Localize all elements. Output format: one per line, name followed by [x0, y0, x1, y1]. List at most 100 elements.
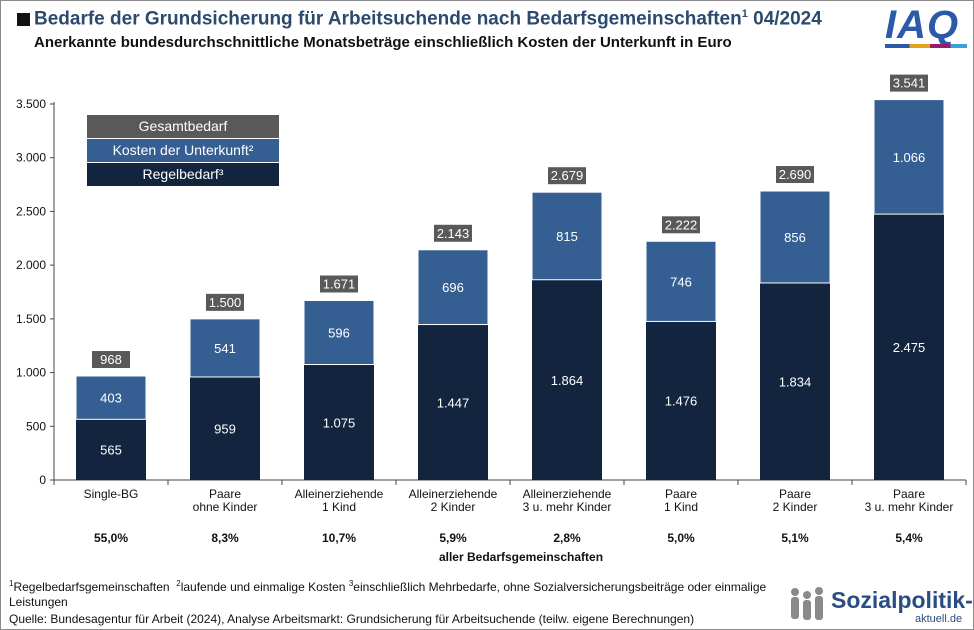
bar-unterkunft	[645, 240, 717, 322]
bar-unterkunft	[873, 99, 945, 215]
total-label-box	[434, 224, 472, 242]
bar-value-label: 596	[328, 326, 350, 341]
bar-regelbedarf	[760, 282, 830, 480]
x-category-label: ohne Kinder	[193, 500, 258, 514]
x-category-label: Paare	[665, 487, 697, 501]
x-category-label: Paare	[893, 487, 925, 501]
share-value: 5,1%	[781, 531, 809, 545]
bar-regelbedarf	[874, 214, 944, 480]
x-category-label: 2 Kinder	[773, 500, 818, 514]
y-tick-label: 3.000	[16, 151, 46, 165]
share-value: 10,7%	[321, 531, 357, 545]
legend-swatch	[87, 115, 279, 138]
y-tick-label: 500	[26, 419, 46, 433]
total-value-label: 968	[100, 352, 122, 367]
total-label-box	[662, 216, 700, 234]
bar-unterkunft	[75, 375, 147, 420]
share-value: 55,0%	[93, 531, 129, 545]
share-value: 5,0%	[667, 531, 695, 545]
footnote: 1Regelbedarfsgemeinschaften 2laufende un…	[9, 579, 767, 609]
legend-label: Regelbedarf³	[143, 166, 224, 182]
share-value: 5,4%	[895, 531, 923, 545]
bar-regelbedarf	[646, 321, 716, 480]
title-bullet-icon	[17, 13, 30, 26]
bar-value-label: 1.476	[665, 394, 698, 409]
bar-value-label: 815	[556, 229, 578, 244]
bar-unterkunft	[417, 249, 489, 326]
y-tick-label: 2.500	[16, 204, 46, 218]
bar-unterkunft	[531, 191, 603, 281]
chart-subtitle: Anerkannte bundesdurchschnittliche Monat…	[34, 34, 732, 51]
bar-value-label: 696	[442, 280, 464, 295]
bar-value-label: 856	[784, 230, 806, 245]
people-logo-icon	[791, 587, 823, 620]
y-tick-label: 2.000	[16, 258, 46, 272]
x-category-label: Single-BG	[84, 487, 139, 501]
y-tick-label: 0	[39, 473, 46, 487]
share-value: 8,3%	[211, 531, 239, 545]
bar-value-label: 565	[100, 443, 122, 458]
bar-regelbedarf	[418, 324, 488, 480]
total-value-label: 1.671	[323, 276, 356, 291]
bar-value-label: 746	[670, 274, 692, 289]
bar-value-label: 1.066	[893, 150, 926, 165]
stacked-bar-chart: 0 500 1.000 1.500 2.000 2.500 3.000 3.500 Gesam…	[16, 74, 967, 514]
source-note: Quelle: Bundesagentur für Arbeit (2024),…	[9, 612, 695, 626]
x-category-label: Alleinerziehende	[295, 487, 384, 501]
x-category-label: 3 u. mehr Kinder	[865, 500, 954, 514]
total-value-label: 2.222	[665, 217, 698, 232]
y-tick-label: 3.500	[16, 97, 46, 111]
total-label-box	[548, 167, 586, 185]
y-tick-label: 1.500	[16, 312, 46, 326]
total-value-label: 1.500	[209, 295, 242, 310]
x-category-label: 2 Kinder	[431, 500, 476, 514]
x-category-label: 1 Kind	[322, 500, 356, 514]
total-label-box	[320, 275, 358, 293]
bars: 565 403 968 959 541 1.500 1.075 596 1.671 1.447 69…	[75, 74, 945, 480]
legend-label: Gesamtbedarf	[139, 118, 228, 134]
legend: Gesamtbedarf Kosten der Unterkunft² Regelb…	[87, 115, 279, 186]
sozialpolitik-logo: Sozialpolitik-	[831, 587, 973, 613]
bar-value-label: 1.447	[437, 395, 470, 410]
bar-regelbedarf	[532, 279, 602, 480]
total-label-box	[890, 74, 928, 92]
bar-value-label: 403	[100, 391, 122, 406]
x-category-label: 1 Kind	[664, 500, 698, 514]
total-value-label: 2.690	[779, 167, 812, 182]
total-value-label: 2.679	[551, 168, 584, 183]
total-value-label: 2.143	[437, 226, 470, 241]
x-category-label: 3 u. mehr Kinder	[523, 500, 612, 514]
total-label-box	[776, 166, 814, 184]
iaq-logo: IAQ	[885, 3, 960, 47]
total-value-label: 3.541	[893, 76, 926, 91]
share-value: 5,9%	[439, 531, 467, 545]
x-category-label: Alleinerziehende	[523, 487, 612, 501]
share-caption: aller Bedarfsgemeinschaften	[438, 550, 604, 564]
bar-regelbedarf	[304, 364, 374, 480]
bar-value-label: 1.075	[323, 415, 356, 430]
bar-unterkunft	[759, 190, 831, 284]
bar-unterkunft	[303, 299, 375, 366]
iaq-logo-stripe	[885, 44, 967, 48]
bar-unterkunft	[189, 318, 261, 378]
x-category-label: Alleinerziehende	[409, 487, 498, 501]
share-value: 2,8%	[553, 531, 581, 545]
legend-swatch	[87, 163, 279, 186]
y-tick-label: 1.000	[16, 366, 46, 380]
sozialpolitik-logo-sub: aktuell.de	[915, 613, 963, 625]
x-category-label: Paare	[209, 487, 241, 501]
bar-value-label: 1.864	[551, 373, 584, 388]
bar-regelbedarf	[76, 419, 146, 480]
x-category-label: Paare	[779, 487, 811, 501]
bar-value-label: 959	[214, 421, 236, 436]
bar-value-label: 541	[214, 341, 236, 356]
bar-regelbedarf	[190, 376, 260, 480]
total-label-box	[92, 351, 130, 369]
legend-swatch	[87, 139, 279, 162]
bar-value-label: 2.475	[893, 340, 926, 355]
bar-value-label: 1.834	[779, 374, 812, 389]
legend-label: Kosten der Unterkunft²	[113, 142, 254, 158]
chart-title: Bedarfe der Grundsicherung für Arbeitsuc…	[34, 8, 822, 30]
